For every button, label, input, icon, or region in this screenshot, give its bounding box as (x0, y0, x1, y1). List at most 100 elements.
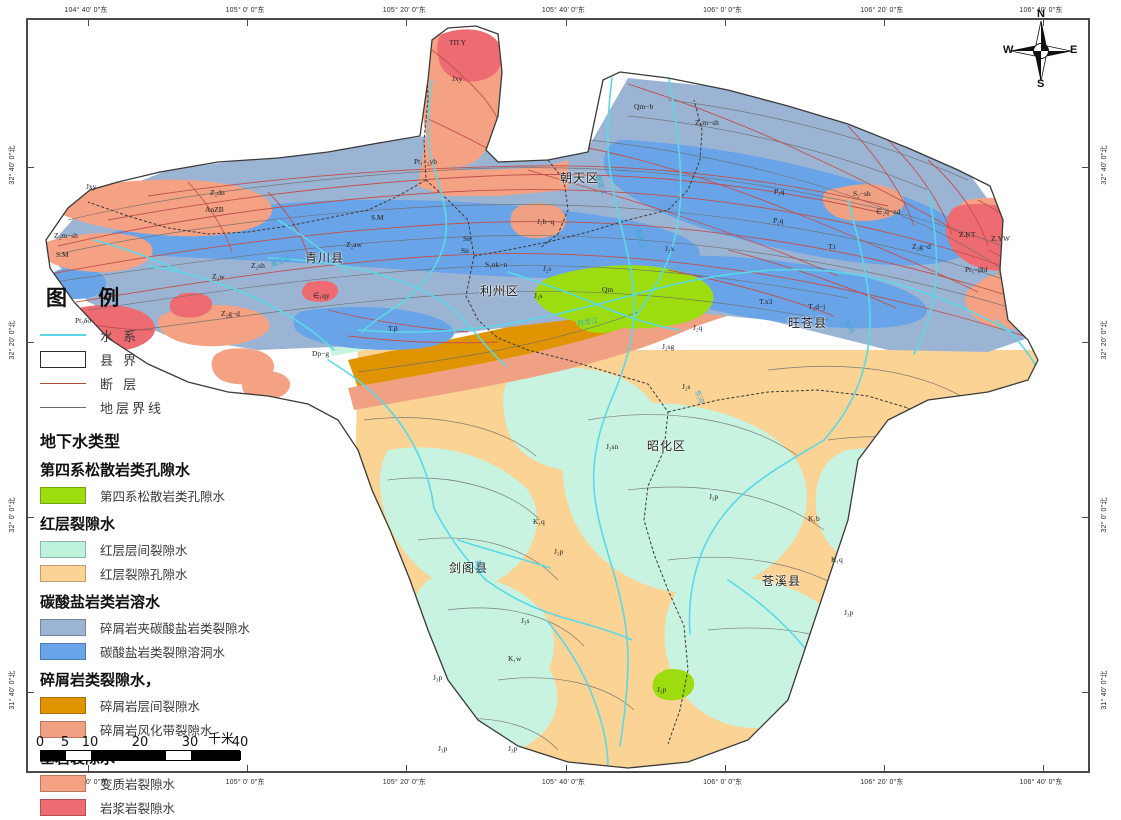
legend-swatch-label: 岩浆岩裂隙水 (100, 800, 176, 816)
geology-code-label: J₃p (433, 673, 443, 682)
graticule-tick (28, 517, 34, 518)
scale-bar-tick-label: 30 (181, 735, 199, 750)
geology-code-label: S.M (371, 213, 384, 222)
geology-code-label: Z₂aw (346, 240, 362, 249)
legend-swatch-label: 碎屑岩风化带裂隙水 (100, 722, 213, 738)
graticule-tick (28, 692, 34, 693)
scale-bar: 0 5 10 20 30 40 (36, 735, 290, 761)
legend-swatch-item[interactable]: 变质岩裂隙水 (40, 772, 290, 794)
geology-code-label: Z₂w (212, 272, 225, 281)
legend-swatch-item[interactable]: 碎屑岩夹碳酸盐岩类裂隙水 (40, 616, 290, 638)
graticule-tick (1082, 692, 1088, 693)
geology-code-label: K₁b (808, 514, 820, 523)
compass-east-label: E (1070, 44, 1078, 56)
geology-code-label: J₃p (709, 492, 719, 501)
geology-code-label: K₁q (831, 555, 843, 564)
scale-bar-tick-label: 40 (231, 735, 249, 750)
graticule-tick (406, 765, 408, 771)
graticule-tick (247, 20, 249, 26)
map-canvas[interactable]: 青川县 朝天区 利州区 旺苍县 昭化区 剑阁县 苍溪县 ΤΠ Υ Jxy Pt₁₋₂yb Jxy Z… (28, 20, 1088, 771)
graticule-tick (1043, 765, 1044, 771)
graticule-tick (565, 765, 567, 771)
geology-code-label: Z₂dn (210, 188, 225, 197)
legend-swatch-item[interactable]: 岩浆岩裂隙水 (40, 796, 290, 818)
compass-north-label: N (1037, 8, 1045, 20)
compass-rose: N S W E (1002, 8, 1080, 94)
axis-labels-top-item: 104° 40' 0"东 (64, 7, 108, 14)
graticule-tick (28, 167, 34, 168)
geology-code-label: J₂s (534, 291, 543, 300)
legend-swatch-label: 变质岩裂隙水 (100, 776, 176, 792)
legend-line-item-label: 水 系 (100, 329, 140, 345)
color-chip (40, 774, 86, 792)
color-chip (40, 642, 86, 660)
axis-labels-bottom-item: 105° 20' 0"东 (382, 779, 426, 786)
axis-labels-left-item: 31° 40' 0"北 (9, 670, 16, 710)
county-boundary-icon (40, 350, 86, 368)
geology-code-label: T.x3 (759, 297, 773, 306)
axis-labels-top-item: 105° 0' 0"东 (225, 7, 265, 14)
legend-swatch-label: 碎屑岩夹碳酸盐岩类裂隙水 (100, 620, 251, 636)
map-frame: 青川县 朝天区 利州区 旺苍县 昭化区 剑阁县 苍溪县 ΤΠ Υ Jxy Pt₁₋₂yb Jxy Z… (26, 18, 1090, 773)
legend-group-heading: 碳酸盐岩类岩溶水 (40, 593, 161, 611)
geology-code-label: P₂q (773, 216, 784, 225)
color-chip (40, 720, 86, 738)
geology-code-label: Dp−g (312, 349, 330, 358)
legend-line-item-label: 县 界 (100, 353, 140, 369)
graticule-tick (565, 20, 567, 26)
geology-code-label: Z.YW (991, 234, 1010, 243)
place-label: 旺苍县 (788, 316, 828, 330)
scale-bar-tick-label: 0 (35, 735, 45, 750)
scale-bar-graphic (40, 750, 241, 761)
river-line-icon (40, 328, 86, 342)
legend-line-item[interactable]: 水 系 (40, 324, 290, 346)
legend-swatch-item[interactable]: 红层裂隙孔隙水 (40, 562, 290, 584)
geology-code-label: Qm (602, 285, 614, 294)
geology-code-label: J₂s (682, 382, 691, 391)
legend-line-item-label: 断 层 (100, 377, 140, 393)
fault-line-icon (40, 376, 86, 390)
color-chip (40, 618, 86, 636)
legend-line-item[interactable]: 县 界 (40, 348, 290, 370)
graticule-tick (1082, 167, 1088, 168)
geology-code-label: Pt₃−βbl (965, 265, 988, 274)
geology-code-label: Sn (463, 234, 471, 243)
fault-line-swatch (40, 382, 86, 384)
graticule-tick (1043, 20, 1044, 26)
legend-group-heading: 第四系松散岩类孔隙水 (40, 461, 191, 479)
legend-swatch-item[interactable]: 第四系松散岩类孔隙水 (40, 484, 290, 506)
axis-labels-right-item: 32° 0' 0"北 (1101, 497, 1108, 533)
legend-swatch-label: 碎屑岩层间裂隙水 (100, 698, 201, 714)
legend-swatch-item[interactable]: 红层层间裂隙水 (40, 538, 290, 560)
legend-line-item-label: 地层界线 (100, 401, 165, 417)
geology-code-label: T.β (388, 324, 398, 333)
graticule-tick (724, 765, 726, 771)
place-label: 苍溪县 (762, 574, 802, 588)
geology-map-artwork (45, 25, 1039, 769)
axis-labels-bottom-item: 106° 0' 0"东 (703, 779, 743, 786)
geology-code-label: ∈₂q−zd (876, 207, 901, 216)
place-label: 利州区 (480, 284, 520, 298)
legend-color-swatch (40, 720, 86, 738)
legend-line-item[interactable]: 地层界线 (40, 396, 290, 418)
legend-color-swatch (40, 486, 86, 504)
scale-bar-tick-label: 5 (60, 735, 70, 750)
legend-line-item[interactable]: 断 层 (40, 372, 290, 394)
map-page: 青川县 朝天区 利州区 旺苍县 昭化区 剑阁县 苍溪县 ΤΠ Υ Jxy Pt₁₋₂yb Jxy Z… (9, 7, 1108, 816)
geology-code-label: J₂x (665, 244, 675, 253)
legend-color-swatch (40, 798, 86, 816)
legend-swatch-item[interactable]: 碎屑岩层间裂隙水 (40, 694, 290, 716)
geology-code-label: AnZB (205, 205, 224, 214)
axis-labels-top-item: 106° 0' 0"东 (703, 7, 743, 14)
geology-code-label: S.M (56, 250, 69, 259)
axis-labels-right-item: 31° 40' 0"北 (1101, 670, 1108, 710)
geology-code-label: Z₂m−sh (54, 231, 78, 240)
geology-code-label: ∈₁qy (313, 291, 330, 300)
geology-code-label: K₁w (508, 654, 522, 663)
graticule-tick (724, 20, 726, 26)
scale-bar-ticks: 0 5 10 20 30 40 (36, 735, 290, 750)
legend-swatch-item[interactable]: 碳酸盐岩类裂隙溶洞水 (40, 640, 290, 662)
legend-swatch-label: 碳酸盐岩类裂隙溶洞水 (100, 644, 226, 660)
geology-code-label: Z₂sh (251, 261, 265, 270)
legend-swatch-item[interactable]: 碎屑岩风化带裂隙水 (40, 718, 290, 740)
